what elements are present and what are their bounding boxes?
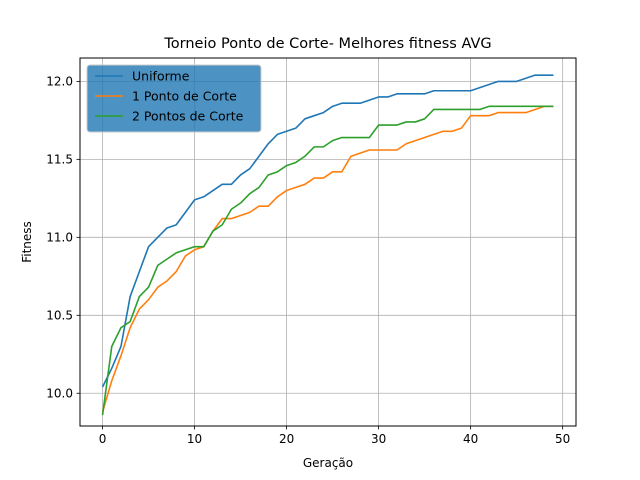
legend-box	[86, 64, 262, 133]
y-tick-label: 11.5	[46, 153, 73, 167]
y-tick-label: 12.0	[46, 75, 73, 89]
y-tick-label: 11.0	[46, 231, 73, 245]
x-tick-label: 20	[279, 432, 294, 446]
series-line-2	[101, 105, 554, 416]
legend-label-2: 2 Pontos de Corte	[132, 109, 244, 124]
x-axis-label: Geração	[303, 456, 353, 470]
y-tick-label: 10.0	[46, 387, 73, 401]
plot-area-frame	[79, 57, 577, 427]
x-tick-label: 50	[555, 432, 570, 446]
legend-label-0: Uniforme	[132, 69, 190, 84]
series-line-0	[101, 74, 554, 388]
x-tick-label: 0	[99, 432, 107, 446]
series-line-1	[101, 105, 554, 413]
y-axis-label: Fitness	[20, 221, 34, 263]
legend-label-1: 1 Ponto de Corte	[132, 89, 237, 104]
plot-lines	[101, 74, 554, 416]
axis-ticks: 0 10 20 30 40 50 10.0 10.5 11.0 11.5 12.0	[46, 75, 570, 446]
y-tick-label: 10.5	[46, 309, 73, 323]
chart-title: Torneio Ponto de Corte- Melhores fitness…	[163, 36, 491, 52]
grid	[80, 58, 576, 426]
x-tick-label: 10	[187, 432, 202, 446]
x-tick-label: 30	[371, 432, 386, 446]
x-tick-label: 40	[463, 432, 478, 446]
legend: Uniforme 1 Ponto de Corte 2 Pontos de Cort…	[86, 64, 262, 133]
